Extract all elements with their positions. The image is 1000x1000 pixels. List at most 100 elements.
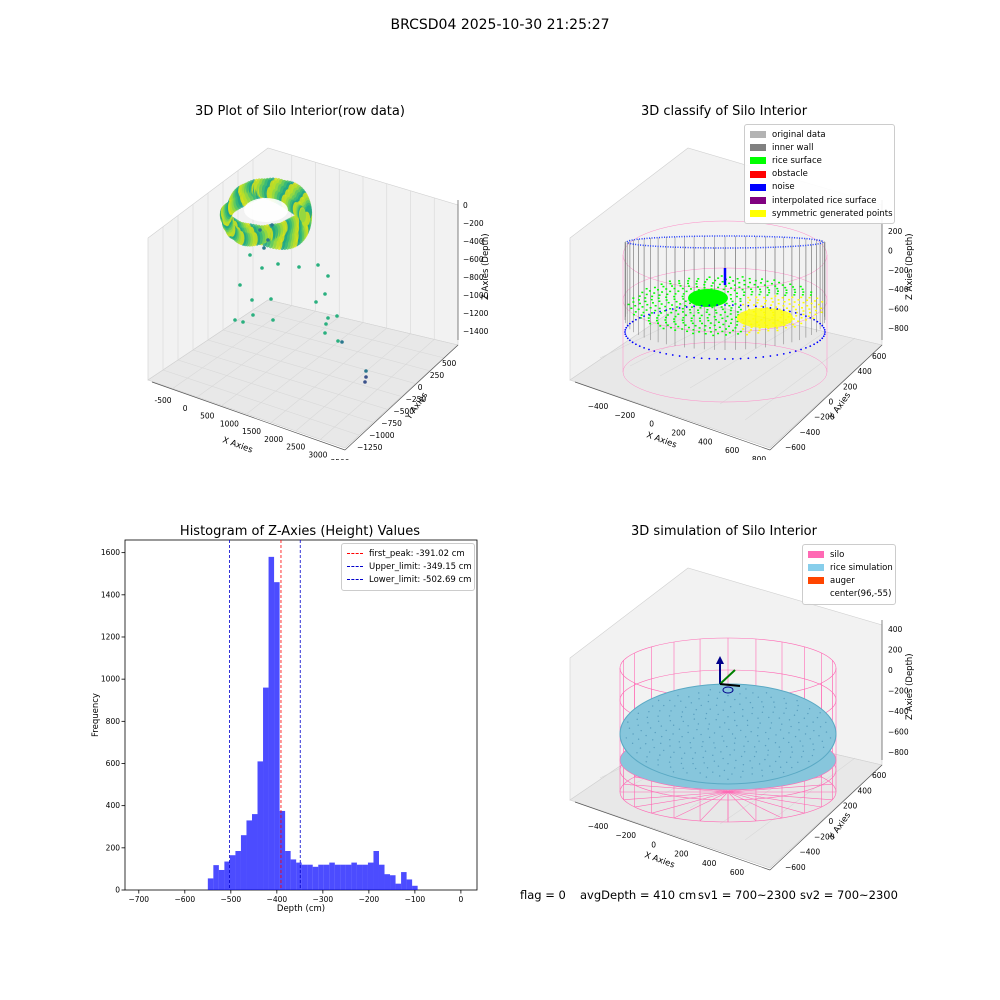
raw-data-point [340,340,344,344]
legend-label: silo [830,549,845,560]
histogram-bar [257,761,264,890]
raw-data-point [270,223,274,227]
raw-data-point [276,262,280,266]
histogram-bar [224,861,230,890]
legend-label: rice surface [772,155,822,166]
legend-label: inner wall [772,142,814,153]
legend-item: Upper_limit: -349.15 cm [347,560,472,573]
histogram-bar [218,869,225,890]
histogram-bar [318,864,324,890]
histogram-bar [285,850,291,890]
raw-y-tick: −500 [393,407,414,416]
raw-data-point [324,322,328,326]
histogram-bar [240,835,247,890]
raw-x-tick: 2000 [264,435,283,444]
raw-z-tick: −1200 [463,309,489,318]
legend-label: rice simulation [830,562,893,573]
cls-x-tick: 200 [671,429,686,438]
raw-data-point [266,238,270,242]
histogram-chart: −700 −600 −500 −400 −300 −200 −100 0 0 200 400 600… [91,539,478,914]
status-flag: flag = 0 [520,888,566,902]
histogram-bar [207,878,214,890]
histogram-bar [274,582,280,890]
cls-y-tick: 400 [858,367,873,376]
sim-x-tick: 400 [702,859,717,868]
histogram-y-tick: 800 [106,717,121,726]
raw-3d-plot: -5000500100015002000250030003500 5002500… [147,147,490,460]
figure-title: BRCSD04 2025-10-30 21:25:27 [390,17,610,33]
legend-label: noise [772,182,795,193]
histogram-x-tick: −400 [267,895,288,904]
histogram-bar [312,866,319,890]
raw-x-tick: 3500 [330,458,349,460]
raw-data-point [297,265,301,269]
raw-data-point [233,318,237,322]
sim-y-tick: 600 [872,771,887,780]
raw-y-tick: −750 [381,419,402,428]
raw-z-axis-label: Z Axies (Depth) [481,233,490,300]
cls-x-tick: 0 [649,420,654,429]
legend-item: first_peak: -391.02 cm [347,547,469,560]
cls-z-tick: −200 [888,266,909,275]
sim-x-tick: 600 [730,868,745,877]
histogram-bar [263,687,269,890]
raw-x-tick: -500 [154,396,171,405]
histogram-y-tick: 1000 [101,675,120,684]
cls-z-tick: −800 [888,324,909,333]
raw-data-point [260,266,264,270]
raw-x-tick: 0 [183,404,188,413]
symmetric-points-blob [737,308,793,328]
simulation-z-axis-label: Z Axies (Depth) [905,653,915,720]
legend-swatch [750,183,766,191]
histogram-y-axis-label: Frequency [91,693,101,737]
histogram-bar [356,864,363,890]
cls-y-tick: 200 [843,382,858,391]
histogram-bar [362,864,368,890]
cls-y-tick: −600 [785,443,806,452]
classify-legend: original data inner wall rice surface obsta… [744,124,895,225]
legend-label: Lower_limit: -502.69 cm [369,574,472,585]
raw-data-point [241,320,245,324]
sim-y-tick: 400 [858,786,873,795]
histogram-x-tick: −300 [313,895,334,904]
histogram-bar [235,850,241,890]
raw-data-point [258,228,262,232]
legend-swatch [347,553,363,555]
raw-plot-title: 3D Plot of Silo Interior(row data) [195,104,405,119]
legend-label: symmetric generated points [772,208,893,219]
legend-item: Lower_limit: -502.69 cm [347,573,472,586]
legend-swatch [750,131,766,139]
histogram-bar [334,864,341,890]
legend-swatch [808,577,824,585]
histogram-bar [373,850,379,890]
raw-data-point [238,283,242,287]
raw-data-point [271,318,275,322]
legend-item: noise [750,181,889,194]
histogram-x-tick: 0 [459,895,464,904]
histogram-bar [251,814,258,890]
sim-z-tick: −200 [888,687,909,696]
raw-data-point [364,375,368,379]
legend-label: obstacle [772,169,808,180]
raw-z-tick: −1400 [463,327,489,336]
cls-z-tick: 200 [888,227,903,236]
legend-swatch [347,566,363,568]
raw-z-tick: −400 [463,237,484,246]
legend-item: auger [808,574,890,587]
histogram-bar [378,864,385,890]
histogram-y-tick: 1400 [101,590,120,599]
cls-x-tick: −200 [615,411,636,420]
legend-item: symmetric generated points [750,207,893,220]
raw-x-axis-label: X Axies [221,435,254,455]
simulation-x-axis-label: X Axies [643,850,676,870]
raw-z-tick: −800 [463,273,484,282]
legend-item: silo [808,548,890,561]
histogram-y-tick: 1200 [101,632,120,641]
histogram-legend: first_peak: -391.02 cm Upper_limit: -349.… [341,543,475,591]
raw-x-tick: 2500 [286,443,305,452]
raw-x-tick: 1000 [220,419,239,428]
cls-z-tick: −400 [888,285,909,294]
sim-y-tick: −200 [814,832,835,841]
rice-surface-blob [688,289,728,307]
histogram-bar [301,864,308,890]
